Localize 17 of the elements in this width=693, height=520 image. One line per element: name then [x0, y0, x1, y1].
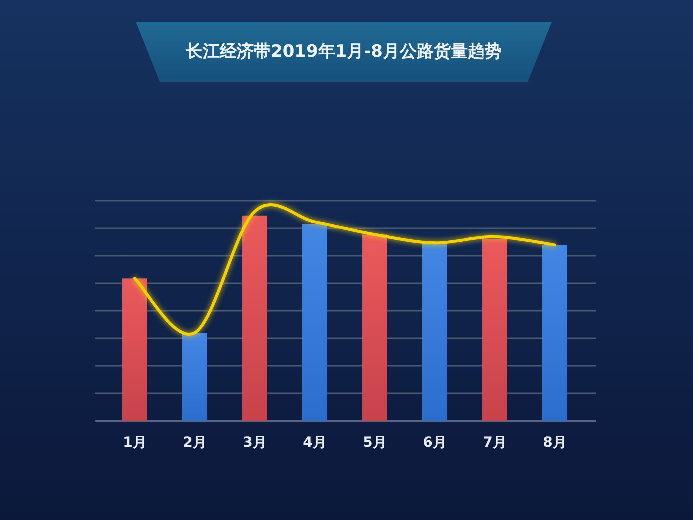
x-tick-label: 7月 — [483, 435, 507, 451]
x-tick-label: 6月 — [423, 435, 447, 451]
chart-title: 长江经济带2019年1月-8月公路货量趋势 — [184, 42, 502, 62]
bar — [362, 234, 388, 421]
bar — [542, 245, 568, 421]
bar — [302, 224, 328, 421]
x-tick-label: 3月 — [243, 435, 267, 451]
x-tick-label: 2月 — [183, 435, 207, 451]
bar — [182, 333, 208, 421]
x-tick-label: 4月 — [303, 435, 327, 451]
x-tick-label: 1月 — [123, 435, 147, 451]
bar — [242, 216, 268, 421]
bar — [122, 278, 148, 421]
x-tick-label: 5月 — [363, 435, 387, 451]
bar — [422, 243, 448, 421]
x-tick-label: 8月 — [543, 435, 567, 451]
bar — [482, 238, 508, 421]
